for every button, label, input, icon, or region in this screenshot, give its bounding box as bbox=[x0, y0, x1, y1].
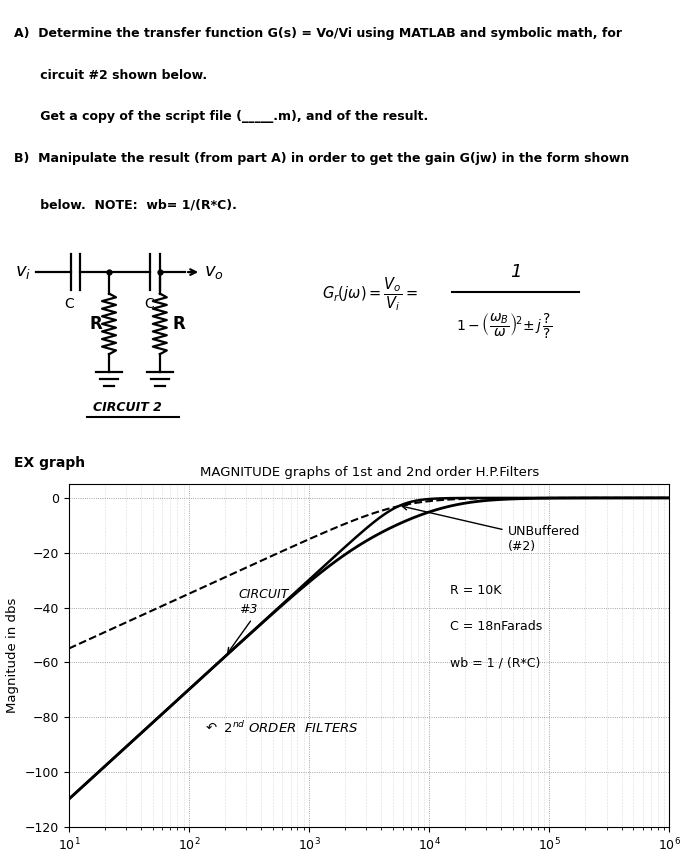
Text: A)  Determine the transfer function G(s) = Vo/Vi using MATLAB and symbolic math,: A) Determine the transfer function G(s) … bbox=[14, 27, 622, 40]
Title: MAGNITUDE graphs of 1st and 2nd order H.P.Filters: MAGNITUDE graphs of 1st and 2nd order H.… bbox=[199, 466, 539, 479]
Text: C: C bbox=[144, 297, 154, 311]
Text: EX graph: EX graph bbox=[14, 456, 85, 470]
Text: $G_r(j\omega) = \dfrac{V_o}{V_i} =$: $G_r(j\omega) = \dfrac{V_o}{V_i} =$ bbox=[322, 274, 417, 313]
Text: CIRCUIT 2: CIRCUIT 2 bbox=[93, 401, 162, 414]
Text: R: R bbox=[90, 315, 103, 333]
Y-axis label: Magnitude in dbs: Magnitude in dbs bbox=[6, 598, 19, 713]
Text: R = 10K

C = 18nFarads

wb = 1 / (R*C): R = 10K C = 18nFarads wb = 1 / (R*C) bbox=[451, 584, 542, 669]
Text: $\mathit{v_o}$: $\mathit{v_o}$ bbox=[204, 263, 224, 281]
Text: $\mathit{\curvearrowleft}$ $2^{nd}$ ORDER  FILTERS: $\mathit{\curvearrowleft}$ $2^{nd}$ ORDE… bbox=[203, 721, 359, 736]
Text: C: C bbox=[65, 297, 75, 311]
Text: R: R bbox=[172, 315, 185, 333]
Text: below.  NOTE:  wb= 1/(R*C).: below. NOTE: wb= 1/(R*C). bbox=[14, 198, 237, 212]
Text: CIRCUIT
#3: CIRCUIT #3 bbox=[228, 588, 289, 653]
Text: $\mathit{v_i}$: $\mathit{v_i}$ bbox=[15, 263, 32, 281]
Text: 1: 1 bbox=[510, 263, 521, 281]
Text: circuit #2 shown below.: circuit #2 shown below. bbox=[14, 69, 207, 81]
Text: UNBuffered
(#2): UNBuffered (#2) bbox=[402, 505, 580, 553]
Text: Get a copy of the script file (_____.m), and of the result.: Get a copy of the script file (_____.m),… bbox=[14, 111, 428, 123]
Text: B)  Manipulate the result (from part A) in order to get the gain G(jw) in the fo: B) Manipulate the result (from part A) i… bbox=[14, 152, 629, 165]
Text: $1-\left(\dfrac{\omega_B}{\omega}\right)^{\!2}\!\pm j\,\dfrac{?}{?}$: $1-\left(\dfrac{\omega_B}{\omega}\right)… bbox=[456, 311, 552, 340]
